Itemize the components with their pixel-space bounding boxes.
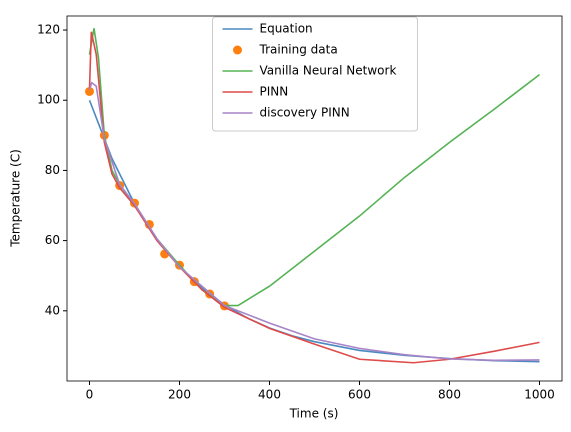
series-line: [88, 81, 540, 362]
plot-frame: [66, 15, 563, 382]
legend-label: Equation: [260, 22, 313, 36]
x-tick-label: 600: [348, 388, 371, 402]
legend-label: Training data: [259, 43, 338, 57]
legend-box: [212, 16, 418, 132]
legend-label: Vanilla Neural Network: [260, 64, 397, 78]
y-tick-label: 120: [37, 23, 60, 37]
x-tick-label: 800: [438, 388, 461, 402]
x-axis-label: Time (s): [289, 407, 339, 421]
x-tick-label: 200: [168, 388, 191, 402]
y-axis-label: Temperature (C): [9, 149, 23, 248]
x-tick-label: 0: [86, 388, 94, 402]
legend-marker: [233, 45, 242, 55]
y-tick-label: 60: [45, 233, 60, 247]
y-tick-label: 100: [37, 93, 60, 107]
legend-label: discovery PINN: [260, 106, 350, 120]
y-tick-label: 80: [45, 163, 60, 177]
y-tick-label: 40: [45, 303, 60, 317]
x-tick-label: 400: [258, 388, 281, 402]
x-tick-label: 1000: [524, 388, 555, 402]
legend-label: PINN: [260, 85, 289, 99]
series-line: [88, 99, 540, 363]
data-point: [85, 86, 94, 96]
